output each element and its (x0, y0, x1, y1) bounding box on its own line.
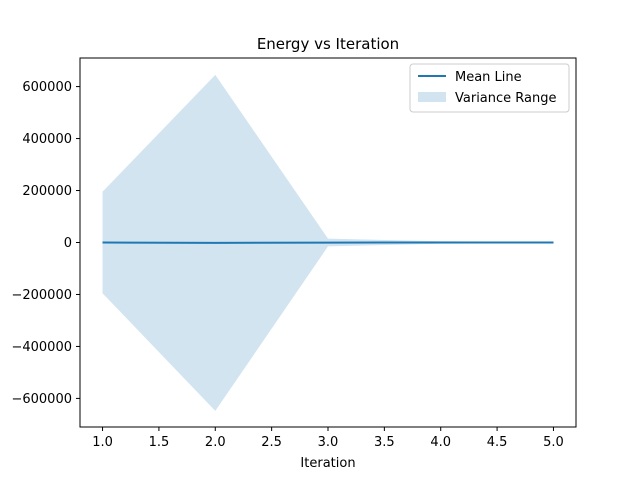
x-axis-label: Iteration (300, 456, 355, 471)
x-tick-label: 2.5 (261, 435, 282, 450)
legend-label-mean-line: Mean Line (455, 70, 522, 85)
x-tick-label: 4.0 (430, 435, 451, 450)
legend: Mean Line Variance Range (409, 63, 570, 113)
legend-box (409, 63, 570, 113)
y-tick-label: −200000 (11, 288, 72, 303)
y-tick-label: 200000 (22, 184, 72, 199)
y-tick-label: 0 (64, 236, 72, 251)
plot-area (102, 74, 554, 411)
legend-band-swatch (418, 92, 446, 102)
x-tick-label: 3.0 (318, 435, 339, 450)
y-axis: −600000 −400000 −200000 0 200000 400000 600000 (11, 80, 80, 407)
chart-title: Energy vs Iteration (257, 35, 399, 53)
x-tick-label: 1.5 (149, 435, 170, 450)
x-tick-label: 1.0 (92, 435, 113, 450)
y-tick-label: 600000 (22, 80, 72, 95)
x-tick-label: 2.0 (205, 435, 226, 450)
x-tick-label: 4.5 (487, 435, 508, 450)
x-tick-label: 5.0 (543, 435, 564, 450)
x-tick-label: 3.5 (374, 435, 395, 450)
x-axis: 1.0 1.5 2.0 2.5 3.0 3.5 4.0 4.5 5.0 (92, 427, 564, 450)
y-tick-label: 400000 (22, 132, 72, 147)
y-tick-label: −600000 (11, 392, 72, 407)
y-tick-label: −400000 (11, 340, 72, 355)
legend-label-variance-range: Variance Range (455, 91, 557, 106)
